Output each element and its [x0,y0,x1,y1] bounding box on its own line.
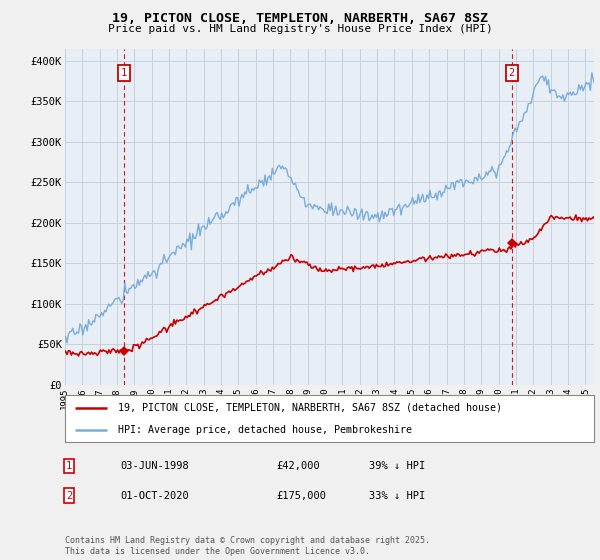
Text: HPI: Average price, detached house, Pembrokeshire: HPI: Average price, detached house, Pemb… [118,424,412,435]
Text: 03-JUN-1998: 03-JUN-1998 [120,461,189,471]
Text: 2: 2 [66,491,72,501]
Text: 1: 1 [66,461,72,471]
Text: 39% ↓ HPI: 39% ↓ HPI [369,461,425,471]
Text: £175,000: £175,000 [276,491,326,501]
Text: 1: 1 [121,68,127,78]
Text: £42,000: £42,000 [276,461,320,471]
Text: Contains HM Land Registry data © Crown copyright and database right 2025.
This d: Contains HM Land Registry data © Crown c… [65,536,430,556]
Text: 19, PICTON CLOSE, TEMPLETON, NARBERTH, SA67 8SZ (detached house): 19, PICTON CLOSE, TEMPLETON, NARBERTH, S… [118,403,502,413]
Text: 2: 2 [508,68,515,78]
Text: 01-OCT-2020: 01-OCT-2020 [120,491,189,501]
Text: 19, PICTON CLOSE, TEMPLETON, NARBERTH, SA67 8SZ: 19, PICTON CLOSE, TEMPLETON, NARBERTH, S… [112,12,488,25]
Text: 33% ↓ HPI: 33% ↓ HPI [369,491,425,501]
Text: Price paid vs. HM Land Registry's House Price Index (HPI): Price paid vs. HM Land Registry's House … [107,24,493,34]
